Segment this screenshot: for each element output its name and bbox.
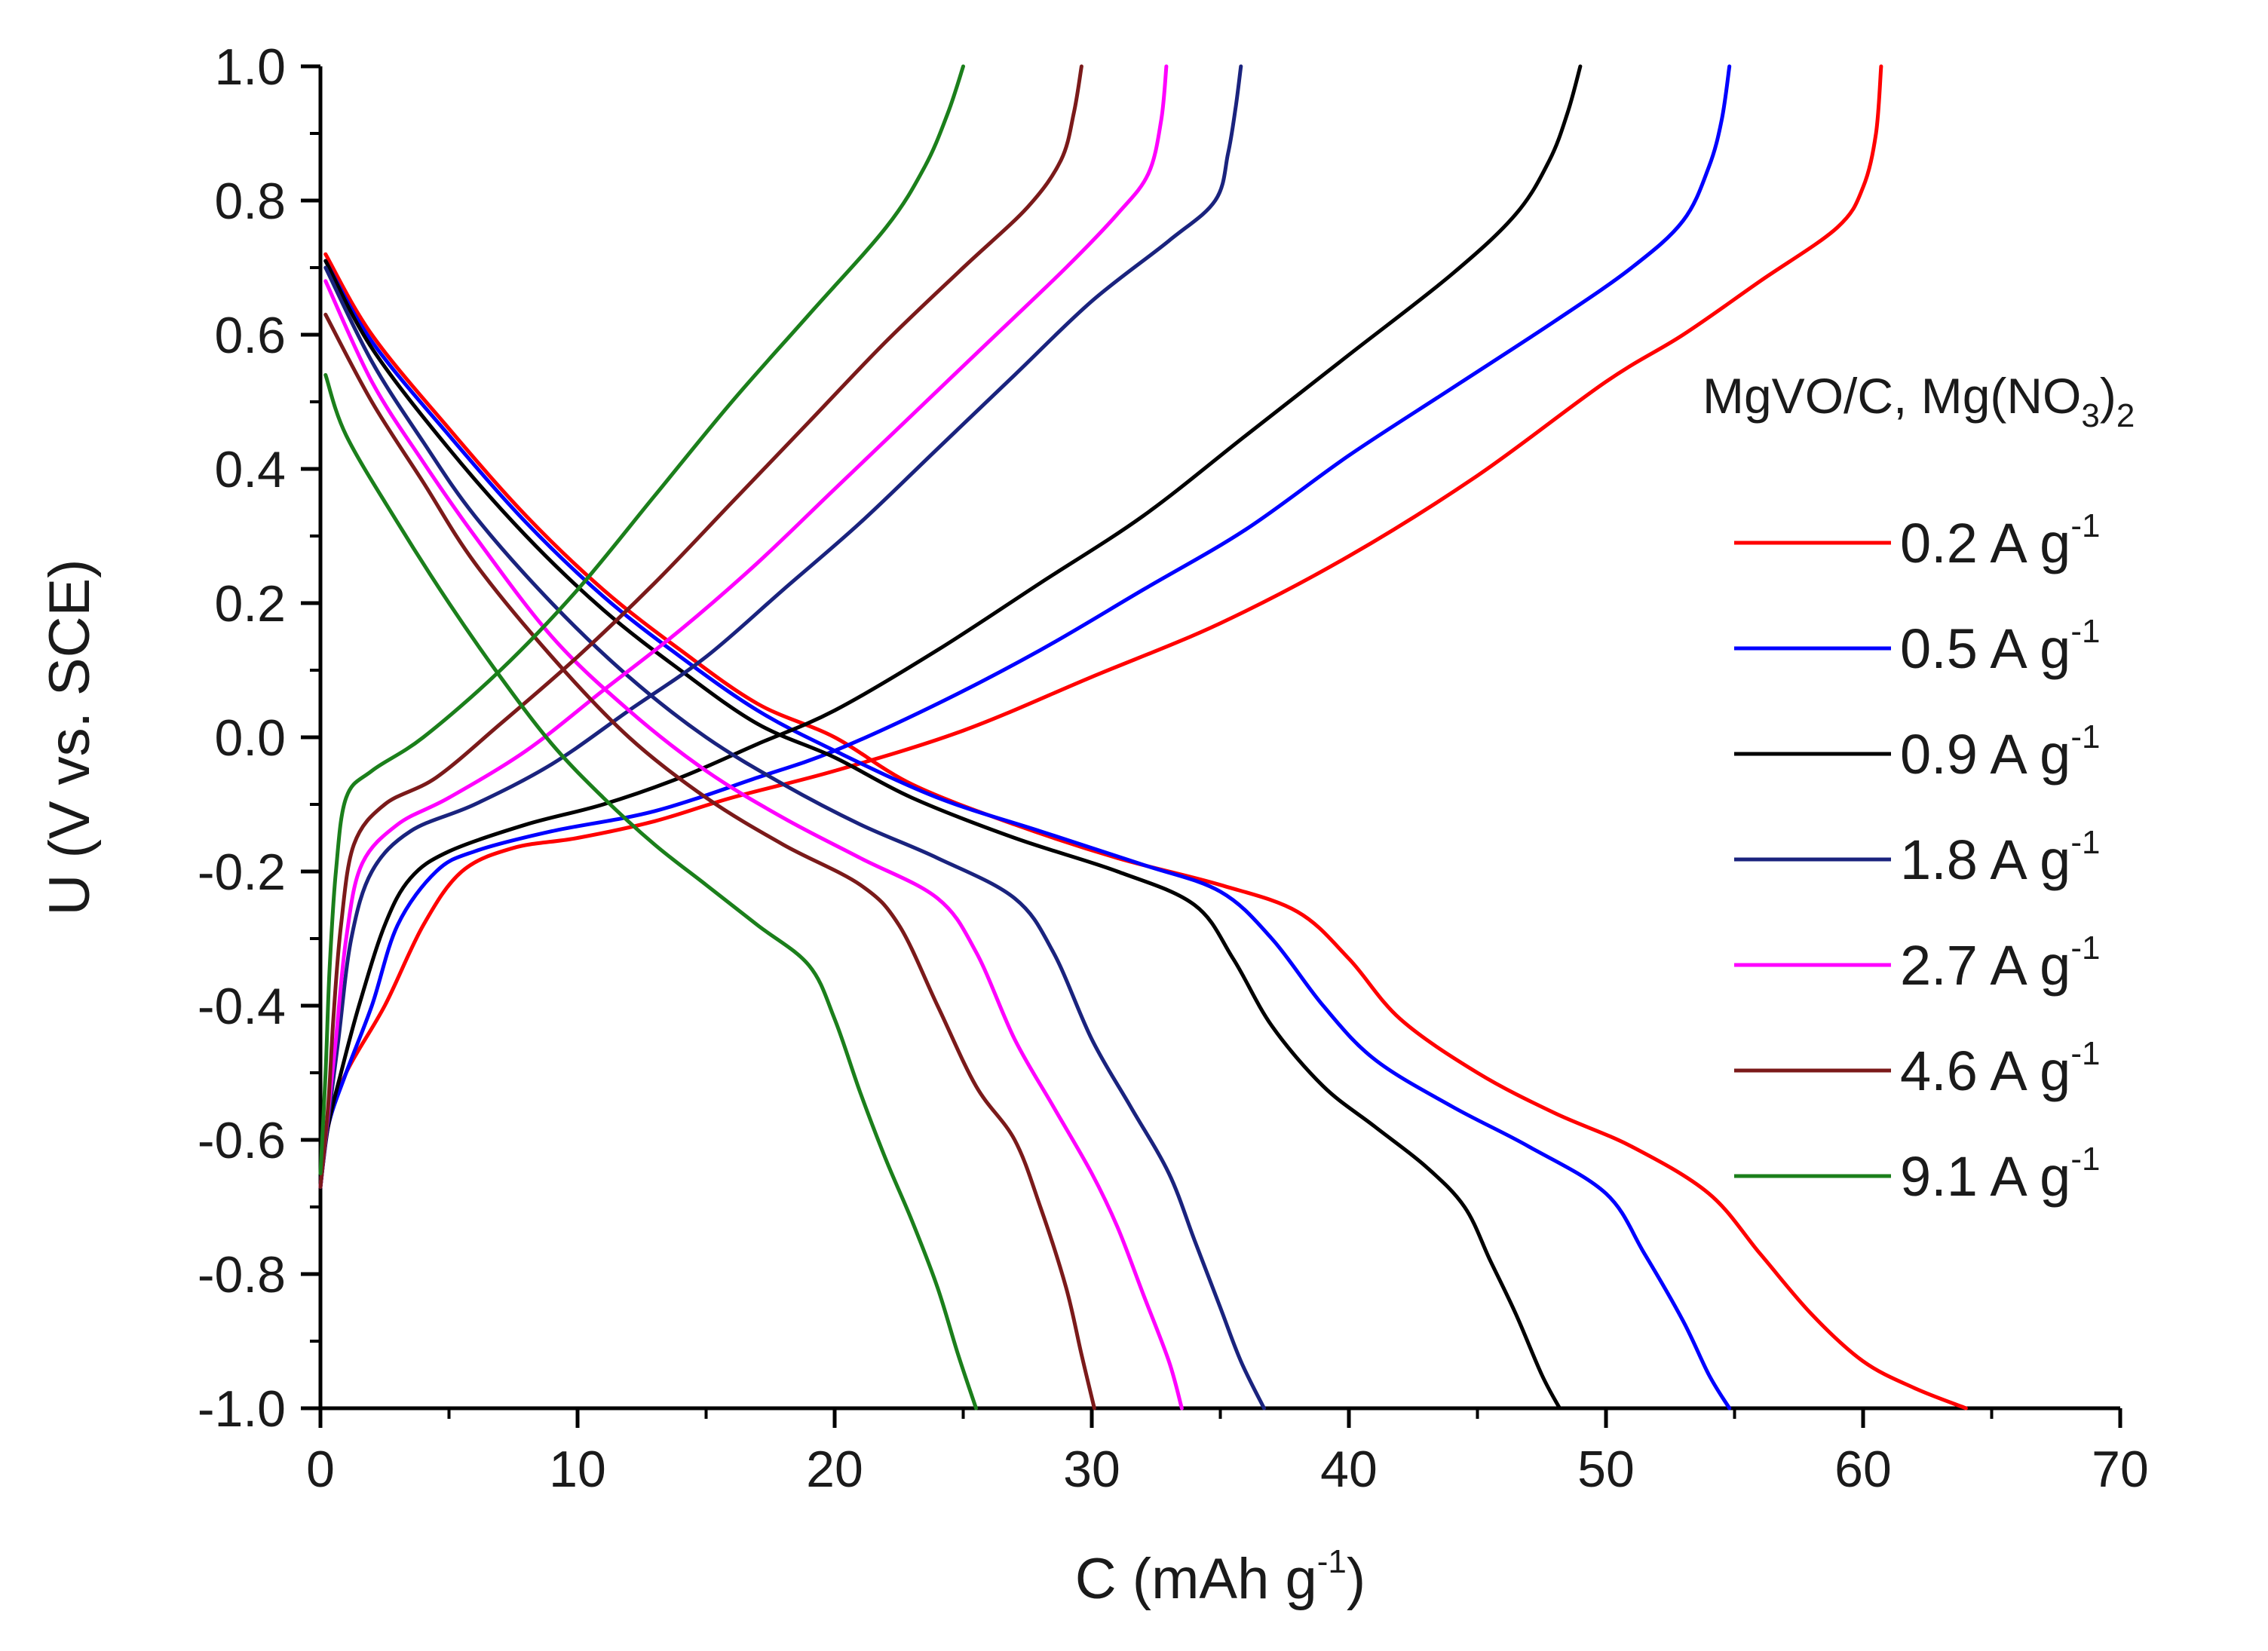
series-line-4.6-discharge [323,312,1096,1411]
legend-label-0.9: 0.9 A g-1 [1900,718,2100,786]
y-tick-label: -0.2 [198,844,286,901]
series-line-2.7-charge [318,64,1169,1189]
y-tick-label: -0.8 [198,1246,286,1303]
series-line-0.9-charge [318,64,1583,1189]
y-axis: -1.0 -0.8 -0.6 -0.4 -0.2 0.0 0.2 0.4 0.6 0.8 1.0 [198,38,320,1438]
legend-label-9.1: 9.1 A g-1 [1900,1141,2100,1208]
x-axis-title: C (mAh g-1) [1075,1543,1365,1611]
legend-label-2.7: 2.7 A g-1 [1900,930,2100,997]
x-tick-label: 0 [306,1441,335,1498]
x-tick-label: 60 [1834,1441,1892,1498]
legend-label-0.2: 0.2 A g-1 [1900,507,2100,574]
x-tick-label: 10 [549,1441,606,1498]
y-tick-label: -0.4 [198,978,286,1035]
x-axis-title-sup: -1 [1317,1543,1347,1580]
series-line-0.5-charge [318,64,1732,1189]
y-tick-label: 0.2 [214,575,286,633]
series-line-1.8-charge [318,64,1243,1189]
x-tick-label: 20 [806,1441,863,1498]
series-line-0.9-discharge [323,259,1562,1411]
series-line-0.2-discharge [323,252,1968,1411]
y-tick-label: -1.0 [198,1380,286,1438]
series-line-9.1-charge [318,64,965,1175]
y-tick-label: 0.4 [214,441,286,498]
series-line-2.7-discharge [323,279,1184,1411]
series-line-0.2-charge [318,64,1883,1189]
series-line-4.6-charge [318,64,1083,1189]
x-axis: 0 10 20 30 40 50 60 70 [306,1408,2149,1498]
x-tick-label: 70 [2092,1441,2149,1498]
legend-label-0.5: 0.5 A g-1 [1900,613,2100,680]
legend-label-4.6: 4.6 A g-1 [1900,1035,2100,1102]
x-tick-label: 50 [1577,1441,1635,1498]
series-line-9.1-discharge [323,372,978,1411]
x-axis-title-main: C (mAh g [1075,1547,1317,1611]
y-tick-label: 1.0 [214,38,286,96]
y-tick-label: 0.8 [214,173,286,230]
legend: MgVO/C, Mg(NO3)2 0.2 A g-1 0.5 A g-1 0.9 A … [1703,368,2135,1208]
series-line-0.5-discharge [323,259,1732,1411]
legend-label-1.8: 1.8 A g-1 [1900,824,2100,891]
y-tick-label: 0.0 [214,709,286,767]
x-tick-label: 30 [1063,1441,1120,1498]
series-layer [318,64,1968,1411]
legend-title: MgVO/C, Mg(NO3)2 [1703,368,2135,434]
y-axis-title: U (V vs. SCE) [38,559,102,916]
x-axis-title-end: ) [1347,1547,1365,1611]
y-tick-label: 0.6 [214,307,286,364]
series-line-1.8-discharge [323,265,1266,1411]
x-tick-label: 40 [1320,1441,1378,1498]
y-tick-label: -0.6 [198,1112,286,1169]
